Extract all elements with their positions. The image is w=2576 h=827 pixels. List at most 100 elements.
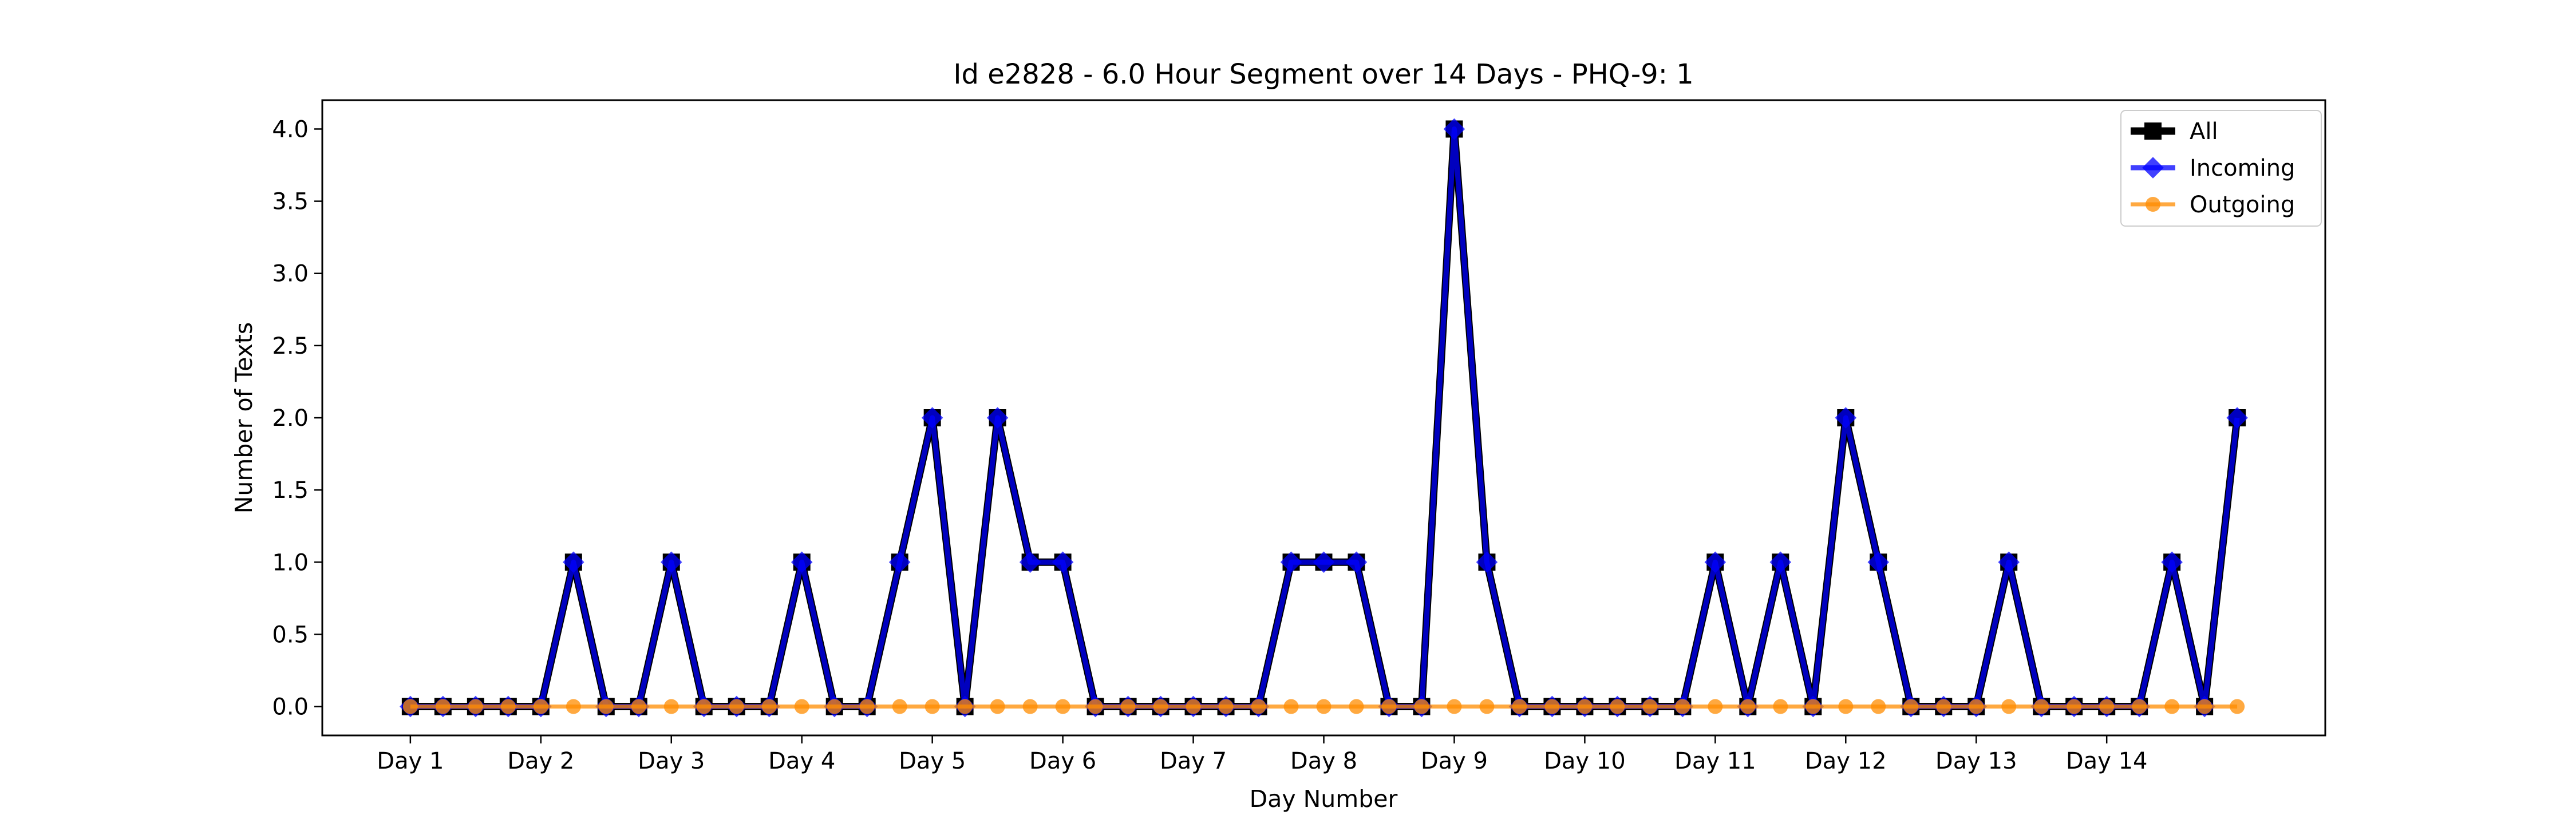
data-point-outgoing: [1805, 699, 1821, 714]
y-tick-label: 3.0: [272, 261, 309, 287]
data-point-outgoing: [1740, 699, 1756, 714]
series-layer: [400, 118, 2248, 718]
data-point-outgoing: [1022, 699, 1038, 714]
x-tick-label: Day 12: [1805, 748, 1887, 774]
data-point-outgoing: [1708, 699, 1723, 714]
data-point-outgoing: [696, 699, 712, 714]
data-point-outgoing: [761, 699, 777, 714]
x-tick-label: Day 3: [638, 748, 705, 774]
data-point-outgoing: [1447, 699, 1462, 714]
data-point-outgoing: [598, 699, 614, 714]
data-point-outgoing: [892, 699, 907, 714]
data-point-outgoing: [2164, 699, 2180, 714]
data-point-outgoing: [663, 699, 679, 714]
x-axis-title: Day Number: [1250, 785, 1398, 813]
data-point-outgoing: [794, 699, 809, 714]
data-point-incoming: [888, 551, 911, 573]
data-point-outgoing: [1218, 699, 1234, 714]
data-point-incoming: [921, 407, 943, 429]
data-point-incoming: [1835, 407, 1857, 429]
data-point-outgoing: [2099, 699, 2115, 714]
data-point-outgoing: [1479, 699, 1495, 714]
data-point-incoming: [1052, 551, 1074, 573]
legend-label-all: All: [2190, 118, 2218, 145]
data-point-outgoing: [1838, 699, 1854, 714]
data-point-outgoing: [1675, 699, 1690, 714]
y-tick-label: 3.5: [272, 189, 309, 215]
x-tick-label: Day 11: [1674, 748, 1756, 774]
x-tick-label: Day 7: [1160, 748, 1227, 774]
chart-title: Id e2828 - 6.0 Hour Segment over 14 Days…: [953, 58, 1693, 90]
data-point-outgoing: [2067, 699, 2082, 714]
data-point-outgoing: [1055, 699, 1070, 714]
legend-marker-outgoing: [2146, 197, 2160, 212]
data-point-outgoing: [1349, 699, 1364, 714]
legend: All Incoming Outgoing: [2120, 110, 2322, 227]
series-outgoing: [402, 699, 2245, 714]
y-axis-title: Number of Texts: [230, 322, 258, 514]
series-all: [401, 120, 2246, 715]
data-point-outgoing: [1283, 699, 1299, 714]
data-point-outgoing: [2001, 699, 2017, 714]
data-point-outgoing: [827, 699, 842, 714]
data-point-outgoing: [1773, 699, 1788, 714]
data-point-incoming: [1867, 551, 1890, 573]
legend-label-outgoing: Outgoing: [2190, 192, 2295, 218]
x-tick-label: Day 6: [1029, 748, 1096, 774]
y-tick-label: 0.5: [272, 622, 309, 648]
data-point-outgoing: [990, 699, 1005, 714]
data-point-incoming: [1476, 551, 1498, 573]
data-point-outgoing: [924, 699, 940, 714]
x-tick-label: Day 13: [1935, 748, 2017, 774]
data-point-outgoing: [1642, 699, 1658, 714]
legend-marker-incoming: [2142, 157, 2164, 179]
data-point-outgoing: [1316, 699, 1332, 714]
data-point-incoming: [1998, 551, 2020, 573]
data-point-outgoing: [566, 699, 581, 714]
data-point-outgoing: [859, 699, 875, 714]
data-point-outgoing: [1512, 699, 1527, 714]
data-point-outgoing: [1251, 699, 1266, 714]
data-point-outgoing: [1903, 699, 1919, 714]
data-point-incoming: [2226, 407, 2248, 429]
legend-entries: All Incoming Outgoing: [2131, 118, 2295, 218]
y-tick-label: 0.0: [272, 694, 309, 721]
data-point-outgoing: [1414, 699, 1429, 714]
legend-frame: [2120, 110, 2322, 227]
data-point-outgoing: [1153, 699, 1168, 714]
data-point-outgoing: [500, 699, 516, 714]
data-point-outgoing: [957, 699, 973, 714]
data-point-incoming: [2161, 551, 2183, 573]
data-point-incoming: [1019, 551, 1041, 573]
y-tick-label: 1.5: [272, 477, 309, 504]
x-tick-label: Day 2: [507, 748, 574, 774]
data-point-incoming: [1313, 551, 1335, 573]
x-tick-label: Day 9: [1421, 748, 1488, 774]
axes: 0.0 0.5 1.0 1.5 2.0 2.5 3.0 3.5 4.0 Day 1 Day 2 Day…: [272, 99, 2326, 774]
data-point-outgoing: [1969, 699, 1984, 714]
data-point-outgoing: [2230, 699, 2245, 714]
x-tick-label: Day 1: [377, 748, 444, 774]
legend-label-incoming: Incoming: [2190, 155, 2295, 181]
data-point-outgoing: [1381, 699, 1397, 714]
data-point-outgoing: [1936, 699, 1951, 714]
data-point-outgoing: [468, 699, 483, 714]
legend-marker-all: [2144, 122, 2162, 140]
x-tick-label: Day 8: [1290, 748, 1357, 774]
data-point-outgoing: [729, 699, 744, 714]
y-tick-label: 2.5: [272, 333, 309, 359]
data-point-incoming: [1443, 118, 1465, 140]
data-point-outgoing: [1088, 699, 1103, 714]
data-point-outgoing: [1544, 699, 1560, 714]
data-point-outgoing: [2034, 699, 2049, 714]
data-point-outgoing: [1871, 699, 1886, 714]
data-point-outgoing: [1120, 699, 1136, 714]
x-tick-label: Day 5: [899, 748, 966, 774]
data-point-incoming: [1345, 551, 1368, 573]
data-point-outgoing: [631, 699, 646, 714]
data-point-outgoing: [2197, 699, 2212, 714]
data-point-outgoing: [402, 699, 418, 714]
y-tick-label: 2.0: [272, 405, 309, 432]
